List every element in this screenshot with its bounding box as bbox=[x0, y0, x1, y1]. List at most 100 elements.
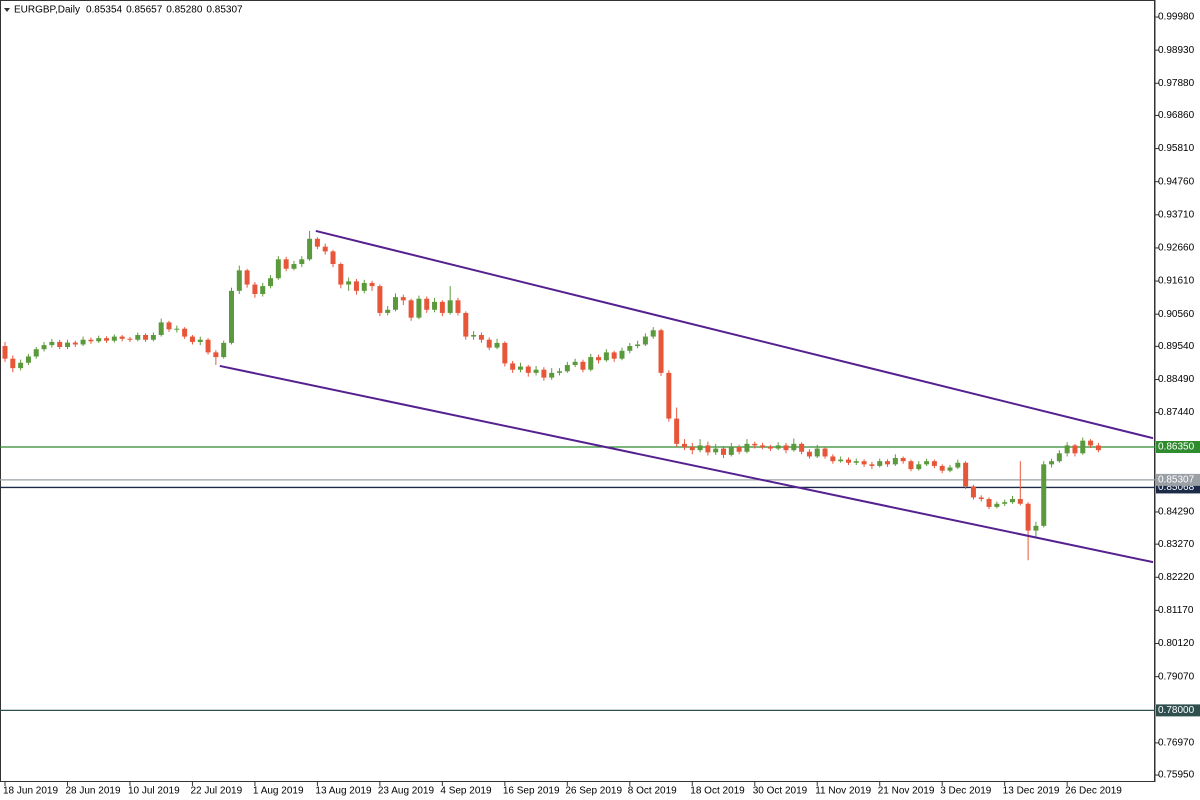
candle-body bbox=[580, 361, 586, 370]
y-tick-label: 0.76970 bbox=[1158, 738, 1195, 749]
candle-body bbox=[713, 448, 719, 453]
x-tick-label: 18 Oct 2019 bbox=[690, 786, 745, 797]
candle-body bbox=[369, 282, 375, 287]
candle-body bbox=[861, 461, 867, 465]
x-tick-label: 10 Jul 2019 bbox=[128, 786, 180, 797]
candle-body bbox=[619, 350, 625, 359]
candle-body bbox=[502, 342, 508, 364]
candle-body bbox=[213, 352, 219, 358]
candle-body bbox=[1025, 503, 1031, 531]
candle-body bbox=[510, 363, 516, 370]
y-tick-label: 0.94760 bbox=[1158, 176, 1195, 187]
candle-body bbox=[970, 486, 976, 498]
candle-body bbox=[408, 300, 414, 318]
candle-body bbox=[642, 336, 648, 345]
y-tick-label: 0.82220 bbox=[1158, 572, 1195, 583]
y-tick-label: 0.75950 bbox=[1158, 770, 1195, 781]
candle-body bbox=[549, 372, 555, 378]
x-tick-label: 11 Nov 2019 bbox=[815, 786, 871, 797]
candle-body bbox=[721, 448, 727, 455]
candle-body bbox=[322, 246, 328, 252]
candle-body bbox=[783, 445, 789, 451]
candle-body bbox=[268, 278, 274, 287]
candle-body bbox=[299, 259, 305, 265]
candle-body bbox=[564, 364, 570, 372]
candle-body bbox=[432, 301, 438, 310]
candle-body bbox=[127, 338, 133, 340]
candle-body bbox=[955, 462, 961, 468]
level-label-box bbox=[1156, 473, 1200, 486]
candle-body bbox=[557, 371, 563, 373]
candle-body bbox=[377, 286, 383, 313]
candle-body bbox=[447, 300, 453, 313]
candle-body bbox=[135, 335, 141, 340]
candle-body bbox=[18, 362, 24, 369]
candle-body bbox=[41, 345, 47, 350]
candle-body bbox=[705, 445, 711, 453]
candle-body bbox=[416, 298, 422, 318]
y-tick-label: 0.96860 bbox=[1158, 110, 1195, 121]
candle-body bbox=[1033, 525, 1039, 531]
candle-body bbox=[744, 443, 750, 452]
header-value: 0.85307 bbox=[206, 5, 243, 16]
candle-body bbox=[314, 238, 320, 247]
candle-body bbox=[1072, 445, 1078, 454]
candle-body bbox=[486, 339, 492, 348]
candle-body bbox=[666, 372, 672, 419]
y-tick-label: 0.92660 bbox=[1158, 243, 1195, 254]
candle-body bbox=[752, 443, 758, 446]
candle-body bbox=[57, 341, 63, 347]
candle-body bbox=[182, 328, 188, 337]
candle-body bbox=[96, 338, 102, 342]
candle-body bbox=[994, 503, 1000, 507]
x-tick-label: 26 Sep 2019 bbox=[565, 786, 622, 797]
candle-body bbox=[49, 341, 55, 346]
y-tick-label: 0.79070 bbox=[1158, 671, 1195, 682]
candle-body bbox=[806, 451, 812, 457]
candle-body bbox=[1002, 502, 1008, 504]
candle-body bbox=[275, 259, 281, 279]
y-tick-label: 0.98930 bbox=[1158, 45, 1195, 56]
candle-body bbox=[33, 349, 39, 357]
candle-body bbox=[400, 297, 406, 301]
x-tick-label: 8 Oct 2019 bbox=[628, 786, 677, 797]
candle-body bbox=[572, 361, 578, 365]
candle-body bbox=[236, 270, 242, 291]
candle-body bbox=[1064, 445, 1070, 454]
candle-body bbox=[260, 286, 266, 294]
y-tick-label: 0.84290 bbox=[1158, 507, 1195, 518]
candle-body bbox=[111, 336, 117, 341]
candle-body bbox=[439, 301, 445, 313]
candle-body bbox=[1088, 440, 1094, 446]
x-tick-label: 13 Dec 2019 bbox=[1003, 786, 1060, 797]
candle-body bbox=[197, 339, 203, 342]
candle-body bbox=[681, 443, 687, 447]
menu-arrow[interactable] bbox=[4, 8, 10, 12]
candle-body bbox=[463, 312, 469, 337]
candle-body bbox=[830, 456, 836, 462]
candle-body bbox=[845, 459, 851, 463]
candle-body bbox=[533, 369, 539, 373]
candle-body bbox=[924, 461, 930, 465]
candle-body bbox=[1080, 440, 1086, 454]
x-tick-label: 1 Aug 2019 bbox=[253, 786, 304, 797]
candle-body bbox=[674, 418, 680, 444]
x-tick-label: 30 Oct 2019 bbox=[753, 786, 808, 797]
candle-body bbox=[1017, 499, 1023, 504]
level-label-box bbox=[1156, 440, 1200, 453]
y-tick-label: 0.88490 bbox=[1158, 374, 1195, 385]
candle-body bbox=[900, 458, 906, 462]
candle-body bbox=[291, 264, 297, 269]
y-tick-label: 0.91610 bbox=[1158, 276, 1195, 287]
candle-body bbox=[104, 338, 110, 341]
y-tick-label: 0.81170 bbox=[1158, 605, 1194, 616]
candle-body bbox=[166, 322, 172, 330]
candle-body bbox=[541, 369, 547, 378]
candle-body bbox=[2, 346, 8, 359]
candle-body bbox=[25, 356, 31, 363]
candle-body bbox=[424, 298, 430, 310]
candle-body bbox=[931, 461, 937, 466]
candle-body bbox=[72, 342, 78, 345]
candle-body bbox=[877, 461, 883, 466]
candle-body bbox=[455, 300, 461, 313]
